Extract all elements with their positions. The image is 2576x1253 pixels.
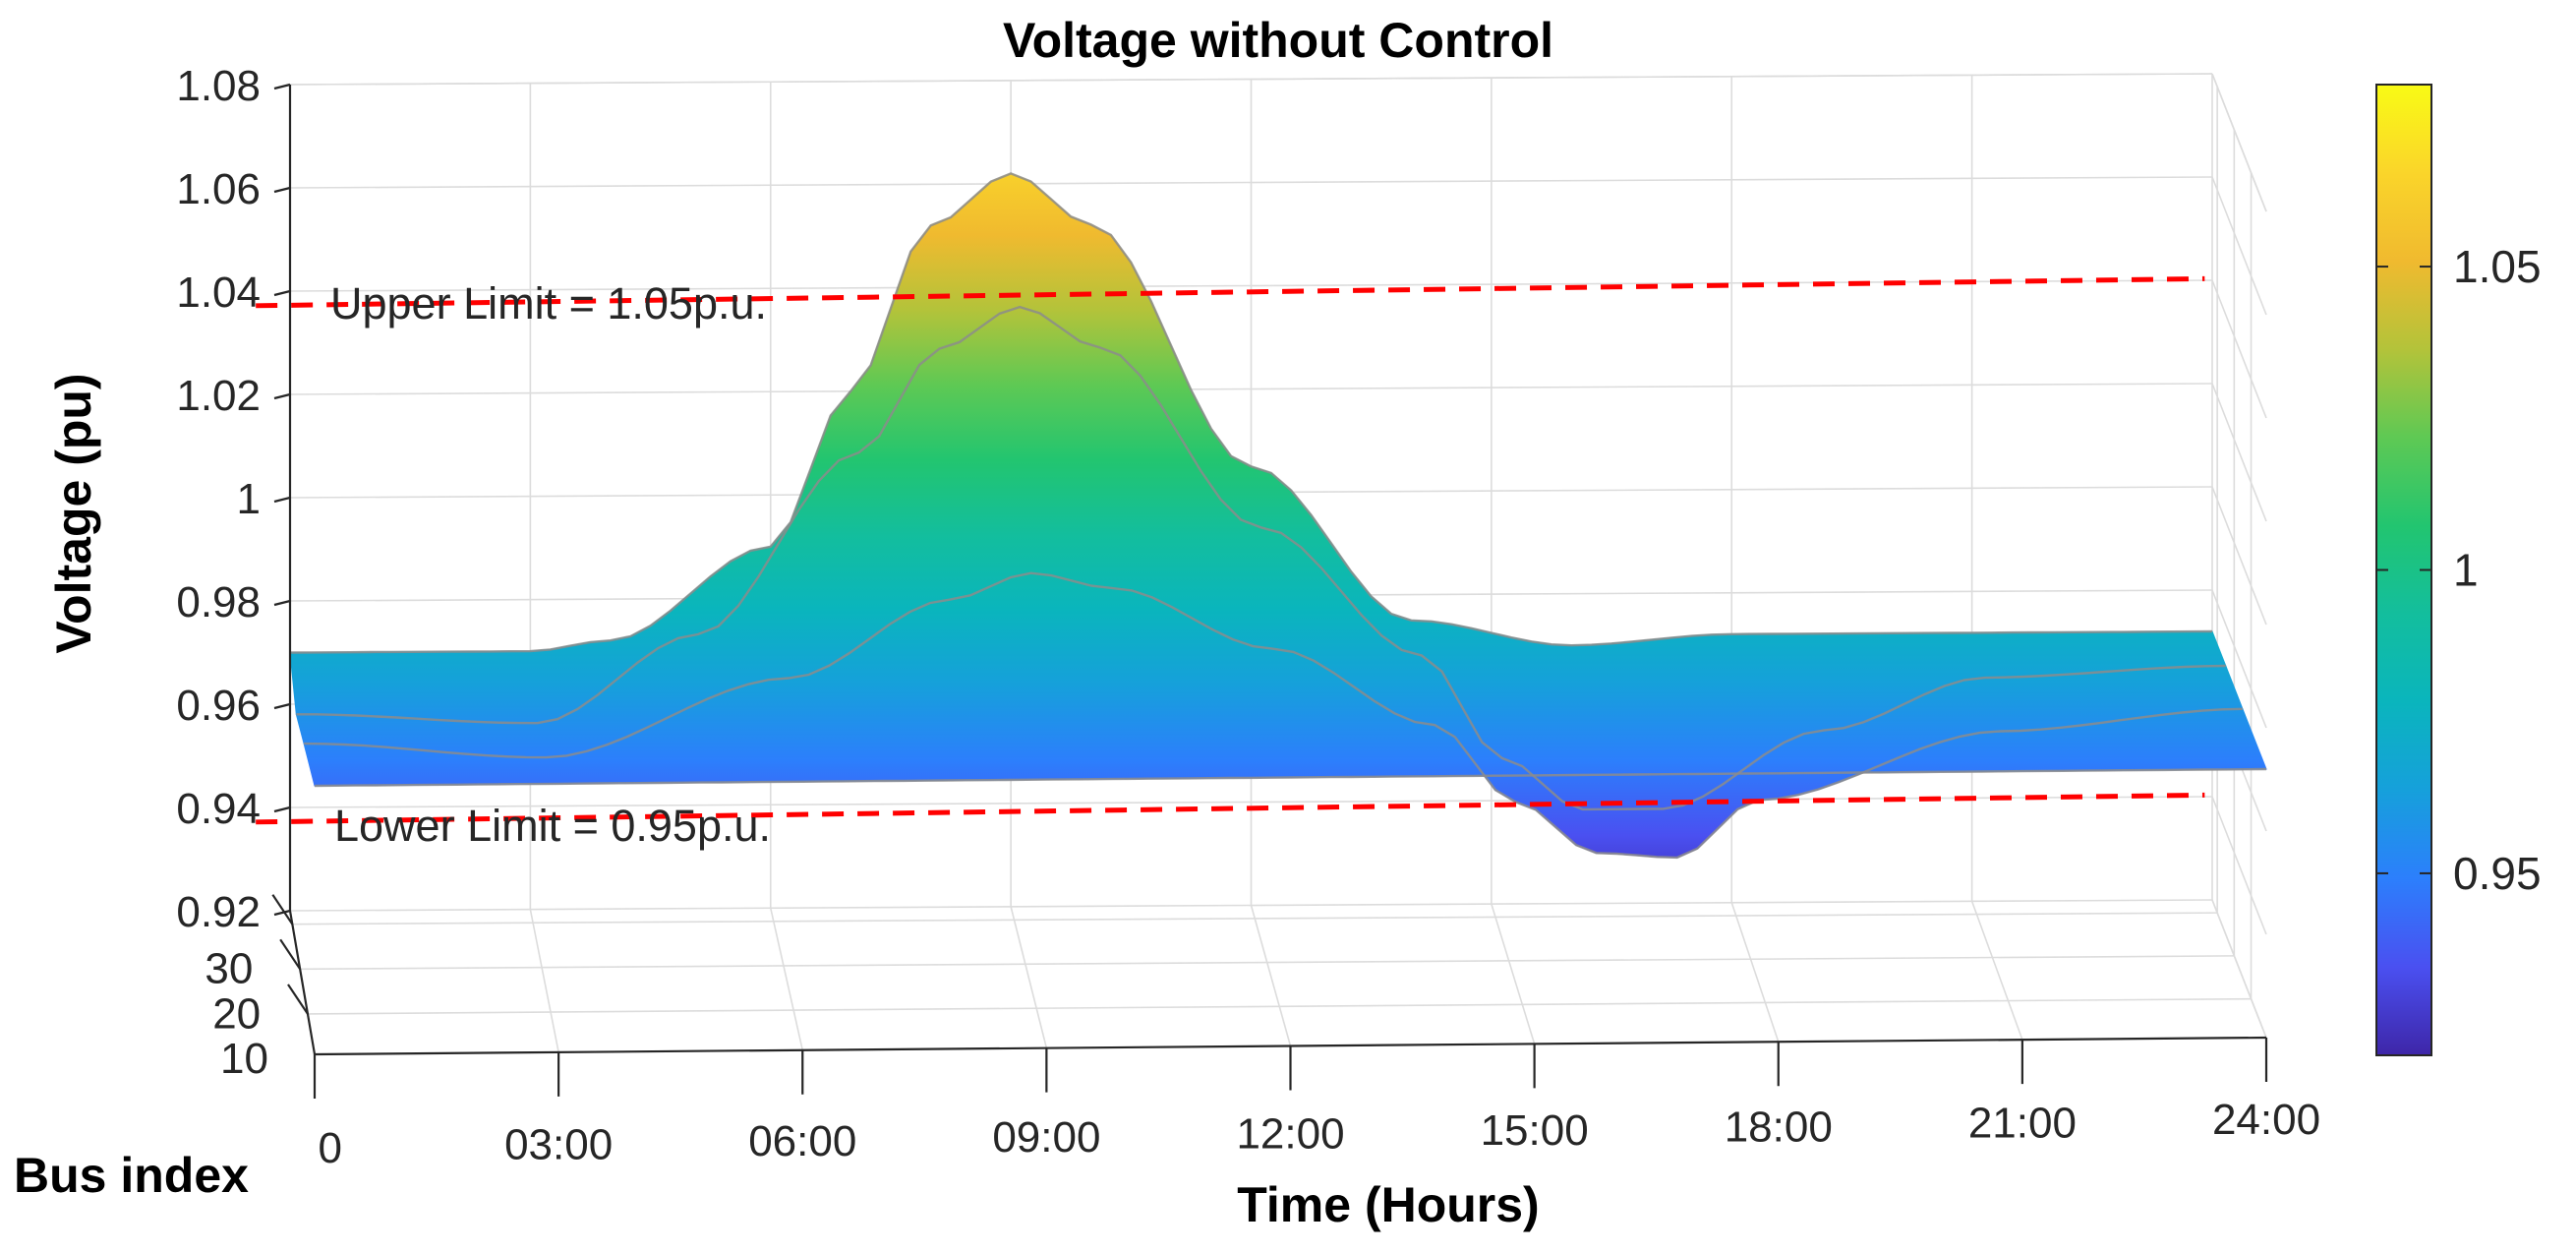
y-tick-label: 30 — [205, 945, 253, 993]
colorbar-tick-label: 1.05 — [2453, 241, 2542, 292]
colorbar-tick-label: 1 — [2453, 545, 2479, 596]
bus-33-line — [289, 172, 2213, 654]
x-tick-label: 15:00 — [1481, 1106, 1589, 1155]
y-tick-label: 20 — [212, 989, 261, 1038]
bus-1-line — [314, 767, 2267, 788]
x-tick-label: 12:00 — [1236, 1110, 1344, 1159]
bus-15-line — [304, 571, 2243, 860]
y-tick-label: 10 — [220, 1035, 268, 1083]
x-axis-label: Time (Hours) — [1237, 1177, 1539, 1232]
z-axis-label: Voltage (pu) — [46, 373, 101, 653]
limit-lines — [256, 275, 2205, 825]
lower-limit-label: Lower Limit = 0.95p.u. — [334, 801, 771, 851]
x-tick-label: 03:00 — [504, 1120, 613, 1168]
z-tick-label: 1.06 — [176, 165, 261, 213]
z-tick-label: 0.98 — [176, 578, 261, 626]
x-tick-label: 18:00 — [1725, 1103, 1833, 1151]
x-tick-label: 0 — [319, 1124, 342, 1172]
x-tick-label: 21:00 — [1968, 1100, 2077, 1148]
colorbar: 0.95 1 1.05 — [2375, 84, 2542, 1056]
colorbar-tick-label: 0.95 — [2453, 848, 2542, 899]
bus-25-line — [296, 305, 2226, 811]
x-tick-label: 09:00 — [992, 1113, 1100, 1162]
z-tick-label: 1 — [237, 475, 261, 523]
y-axis-label: Bus index — [14, 1148, 249, 1203]
chart-title: Voltage without Control — [1003, 13, 1553, 68]
surface — [289, 172, 2267, 860]
z-tick-label: 0.92 — [176, 888, 261, 936]
z-tick-label: 0.94 — [176, 785, 261, 833]
z-tick-label: 1.02 — [176, 372, 261, 420]
lower-limit-line — [256, 792, 2205, 825]
axes: 0.92 0.94 0.96 0.98 1 1.02 1.04 1.06 1.08 0 03:00 0… — [176, 62, 2320, 1172]
x-tick-label: 06:00 — [748, 1117, 856, 1165]
z-tick-label: 0.96 — [176, 682, 261, 730]
z-tick-label: 1.04 — [176, 268, 261, 317]
upper-limit-label: Upper Limit = 1.05p.u. — [330, 278, 767, 328]
z-tick-label: 1.08 — [176, 62, 261, 110]
x-tick-label: 24:00 — [2212, 1096, 2320, 1144]
upper-limit-line — [256, 275, 2205, 309]
